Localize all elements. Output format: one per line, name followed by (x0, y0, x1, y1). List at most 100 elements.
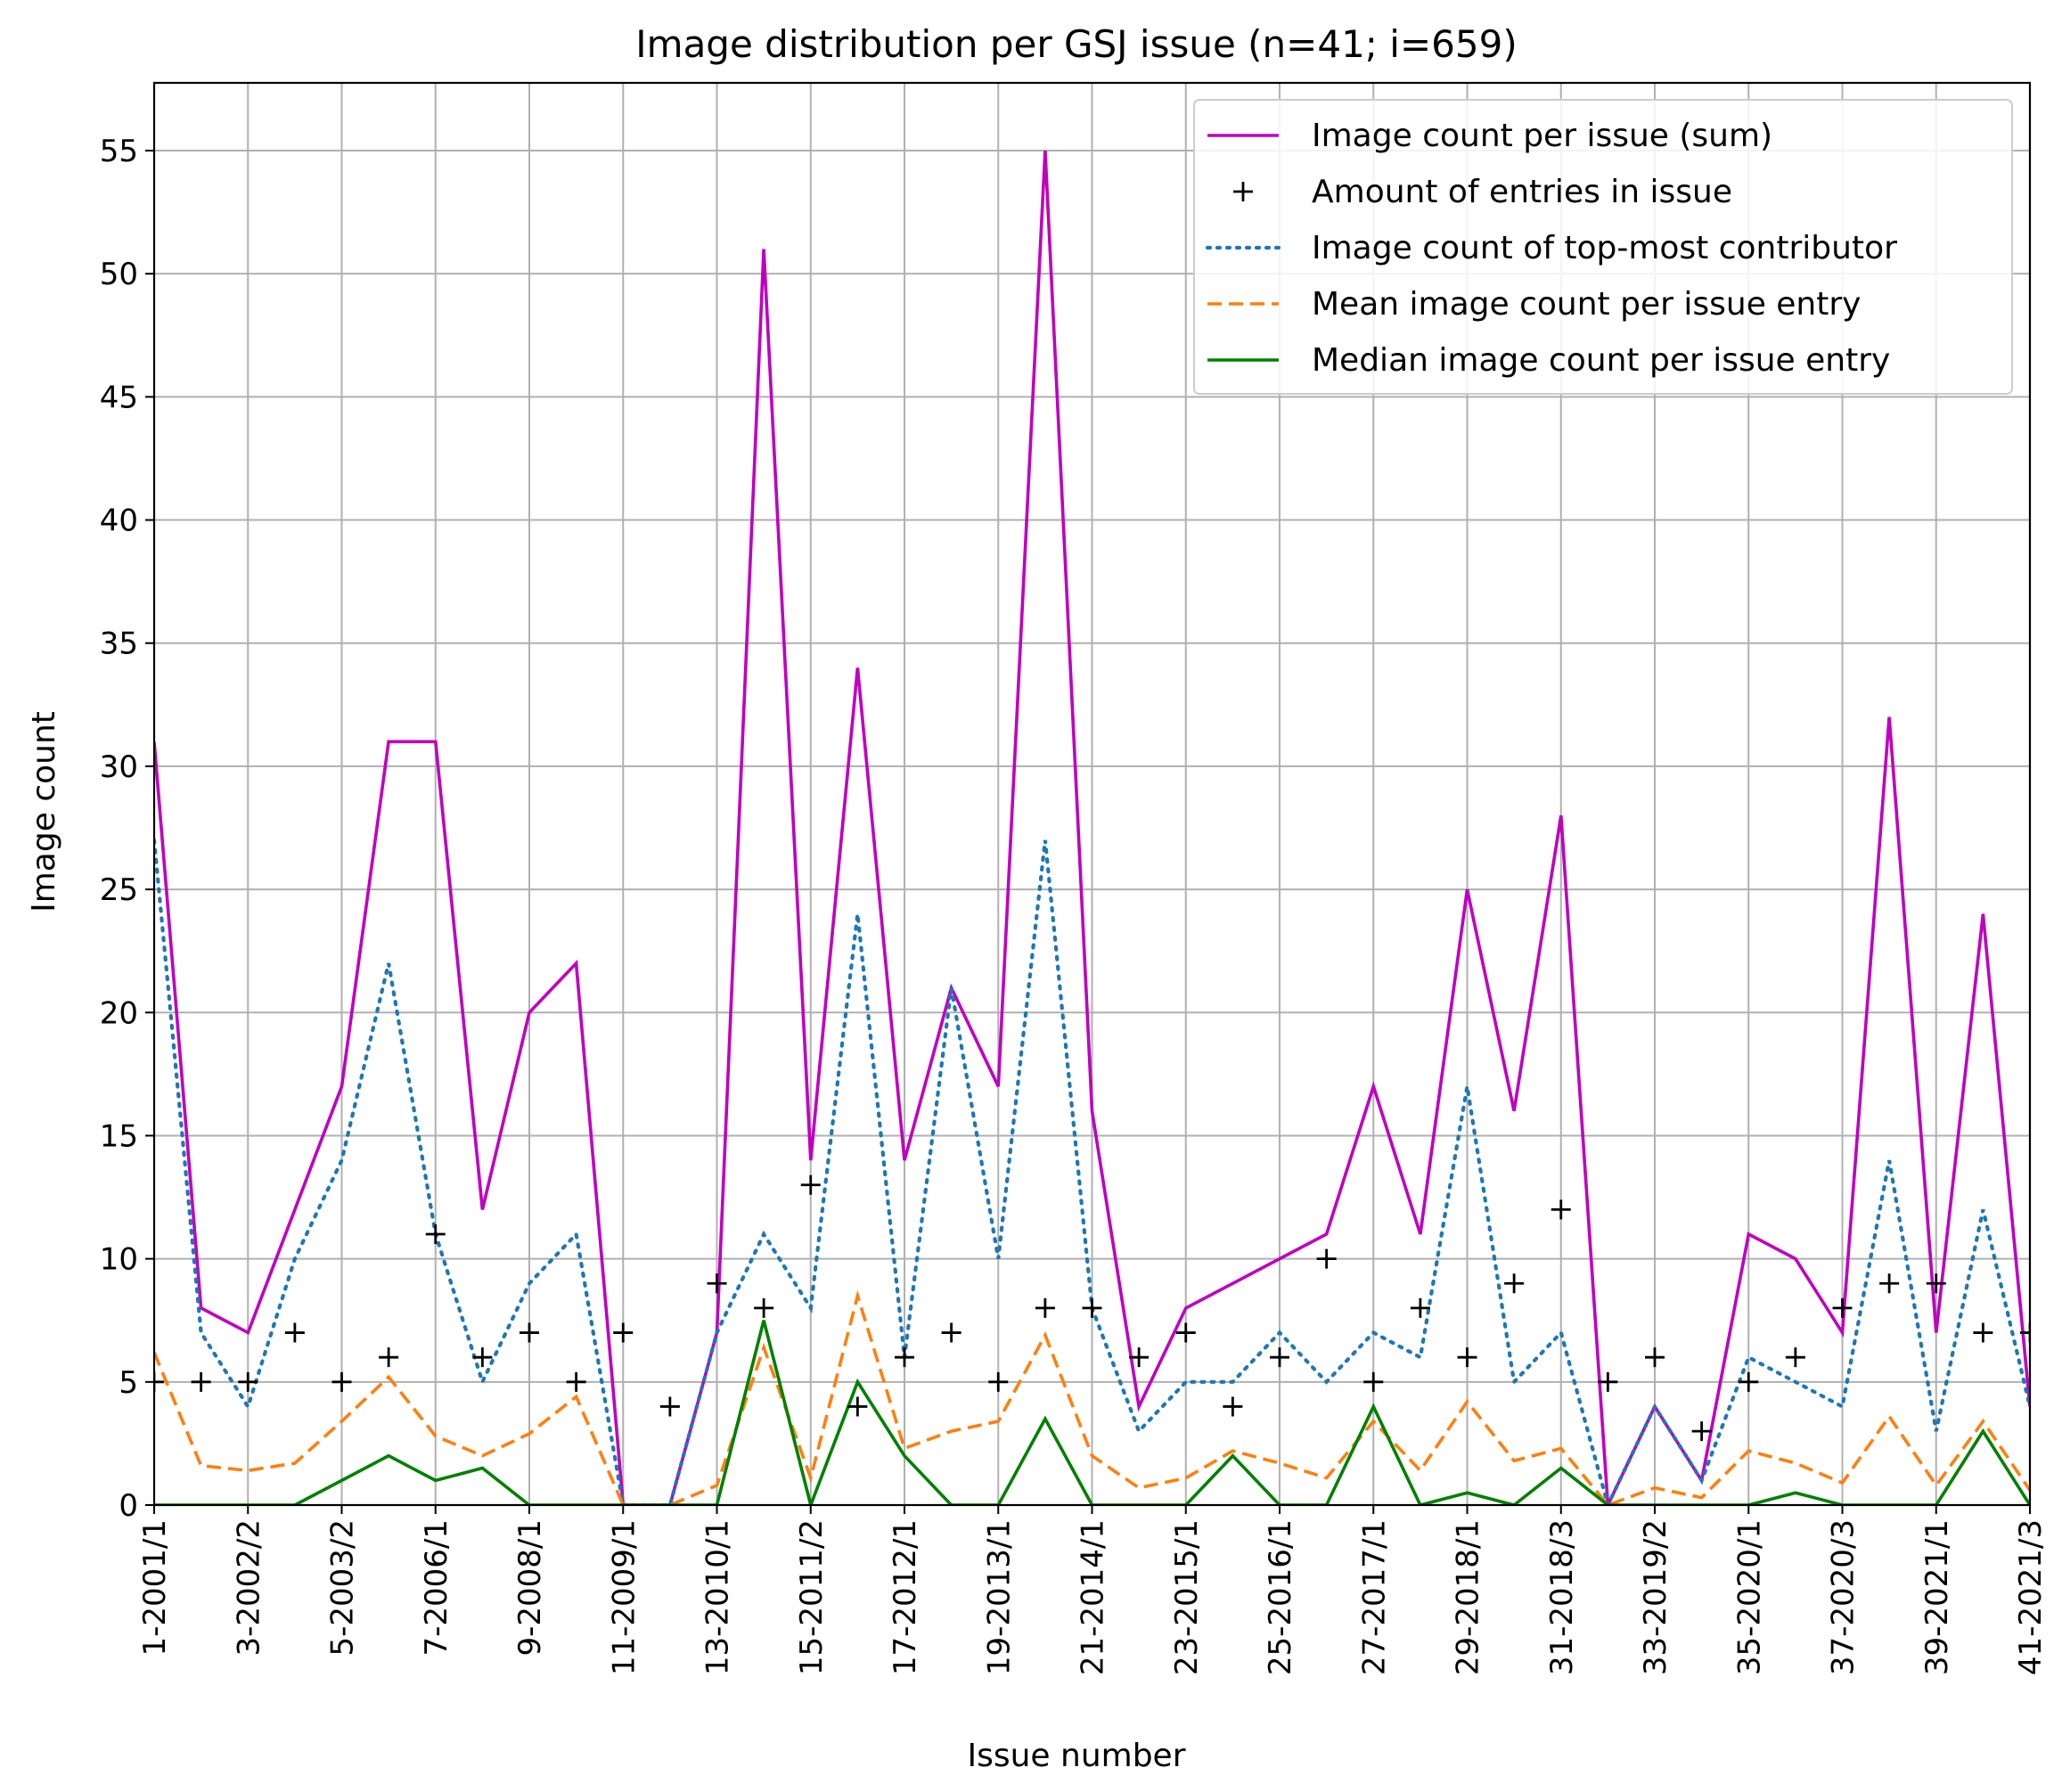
entry-count-marker (1973, 1322, 1993, 1343)
series-image-count-per-issue-sum (154, 150, 2030, 1505)
entry-count-marker (1645, 1347, 1665, 1368)
entry-count-marker (1363, 1371, 1384, 1392)
entry-count-marker (1691, 1421, 1712, 1442)
y-tick-label: 45 (100, 380, 138, 415)
entry-count-marker (988, 1371, 1009, 1392)
x-tick-label: 29-2018/1 (1451, 1519, 1486, 1675)
entry-count-marker (613, 1322, 634, 1343)
entry-count-marker (1410, 1297, 1430, 1318)
legend-label: Image count of top-most contributor (1312, 230, 1897, 266)
y-tick-label: 15 (100, 1118, 138, 1154)
axes: 0 5 10 15 20 25 30 35 40 45 50 55 1-2001/1 3-2002/2 5-… (100, 134, 2049, 1675)
chart-title: Image distribution per GSJ issue (n=41; … (635, 22, 1517, 66)
x-tick-label: 19-2013/1 (981, 1519, 1017, 1675)
y-tick-label: 50 (100, 257, 138, 292)
legend-label: Median image count per issue entry (1312, 342, 1890, 379)
entry-count-marker (154, 1371, 164, 1392)
entry-count-marker (1270, 1347, 1289, 1368)
series-mean-image-count-per-issue-entry (154, 1289, 2030, 1505)
entry-count-marker (425, 1224, 446, 1244)
entry-count-marker (2020, 1322, 2030, 1343)
entry-count-marker (1785, 1347, 1805, 1368)
entry-count-marker (191, 1371, 211, 1392)
entry-count-marker (379, 1347, 399, 1368)
entry-count-marker (472, 1347, 493, 1368)
legend: Image count per issue (sum) Amount of ent… (1193, 99, 2013, 395)
y-tick-label: 25 (100, 872, 138, 908)
legend-label: Amount of entries in issue (1312, 174, 1732, 210)
y-tick-label: 0 (119, 1488, 138, 1524)
x-tick-label: 31-2018/3 (1544, 1519, 1580, 1675)
entry-count-marker (895, 1347, 914, 1368)
x-tick-label: 9-2008/1 (512, 1519, 548, 1657)
x-tick-label: 1-2001/1 (137, 1519, 173, 1657)
series-line (154, 1289, 2030, 1505)
legend-item: Median image count per issue entry (1207, 342, 1890, 379)
x-tick-label: 37-2020/3 (1826, 1519, 1862, 1675)
legend-marker (1233, 182, 1253, 201)
y-axis-title: Image count (26, 711, 62, 912)
y-tick-label: 5 (119, 1365, 138, 1401)
series-line (154, 150, 2030, 1505)
entry-count-marker (1316, 1248, 1337, 1269)
entry-count-marker (1457, 1347, 1477, 1368)
entry-count-marker (1129, 1347, 1150, 1368)
x-tick-label: 33-2019/2 (1638, 1519, 1673, 1675)
y-tick-label: 20 (100, 995, 138, 1031)
entry-count-marker (1035, 1297, 1055, 1318)
x-tick-label: 15-2011/2 (794, 1519, 830, 1675)
entry-count-marker (566, 1371, 586, 1392)
legend-label: Image count per issue (sum) (1312, 118, 1772, 154)
y-tick-label: 30 (100, 749, 138, 785)
entry-count-marker (1082, 1297, 1102, 1318)
series-amount-of-entries-in-issue (154, 1174, 2030, 1442)
entry-count-marker (941, 1322, 961, 1343)
y-tick-label: 40 (100, 503, 138, 539)
x-tick-label: 35-2020/1 (1731, 1519, 1767, 1675)
x-tick-label: 11-2009/1 (606, 1519, 642, 1675)
x-tick-label: 41-2021/3 (2013, 1519, 2049, 1675)
entry-count-marker (707, 1273, 727, 1294)
entry-count-marker (754, 1297, 774, 1318)
entry-count-marker (800, 1174, 821, 1195)
x-tick-label: 25-2016/1 (1263, 1519, 1298, 1675)
x-tick-label: 13-2010/1 (700, 1519, 736, 1675)
entry-count-marker (659, 1396, 680, 1417)
series-line (154, 1320, 2030, 1505)
y-tick-label: 10 (100, 1242, 138, 1278)
x-tick-label: 39-2021/1 (1919, 1519, 1955, 1675)
legend-box (1193, 99, 2013, 395)
entry-count-marker (1598, 1371, 1618, 1392)
x-axis-title: Issue number (967, 1738, 1185, 1774)
x-tick-label: 5-2003/2 (325, 1519, 361, 1657)
legend-item: Amount of entries in issue (1233, 174, 1732, 210)
x-tick-label: 17-2012/1 (888, 1519, 923, 1675)
x-tick-label: 3-2002/2 (231, 1519, 266, 1657)
entry-count-marker (1879, 1273, 1900, 1294)
x-tick-label: 21-2014/1 (1076, 1519, 1111, 1675)
x-tick-label: 23-2015/1 (1169, 1519, 1205, 1675)
series-median-image-count-per-issue-entry (154, 1320, 2030, 1505)
entry-count-marker (847, 1396, 868, 1417)
entry-count-marker (1175, 1322, 1196, 1343)
entry-count-marker (238, 1371, 258, 1392)
legend-item: Image count per issue (sum) (1207, 118, 1772, 154)
entry-count-marker (331, 1371, 352, 1392)
x-tick-label: 27-2017/1 (1356, 1519, 1392, 1675)
legend-item: Image count of top-most contributor (1205, 230, 1897, 266)
entry-count-marker (520, 1322, 539, 1343)
y-tick-label: 35 (100, 626, 138, 662)
legend-item: Mean image count per issue entry (1207, 286, 1861, 323)
entry-count-marker (1504, 1273, 1525, 1294)
entry-count-marker (1739, 1371, 1759, 1392)
entry-count-marker (1926, 1273, 1946, 1294)
y-tick-label: 55 (100, 134, 138, 169)
entry-count-marker (1551, 1199, 1571, 1220)
series-group (154, 150, 2030, 1505)
entry-count-marker (1832, 1297, 1853, 1318)
entry-count-marker (284, 1322, 305, 1343)
x-tick-label: 7-2006/1 (419, 1519, 454, 1657)
entry-count-marker (1223, 1396, 1243, 1417)
legend-label: Mean image count per issue entry (1312, 286, 1861, 323)
